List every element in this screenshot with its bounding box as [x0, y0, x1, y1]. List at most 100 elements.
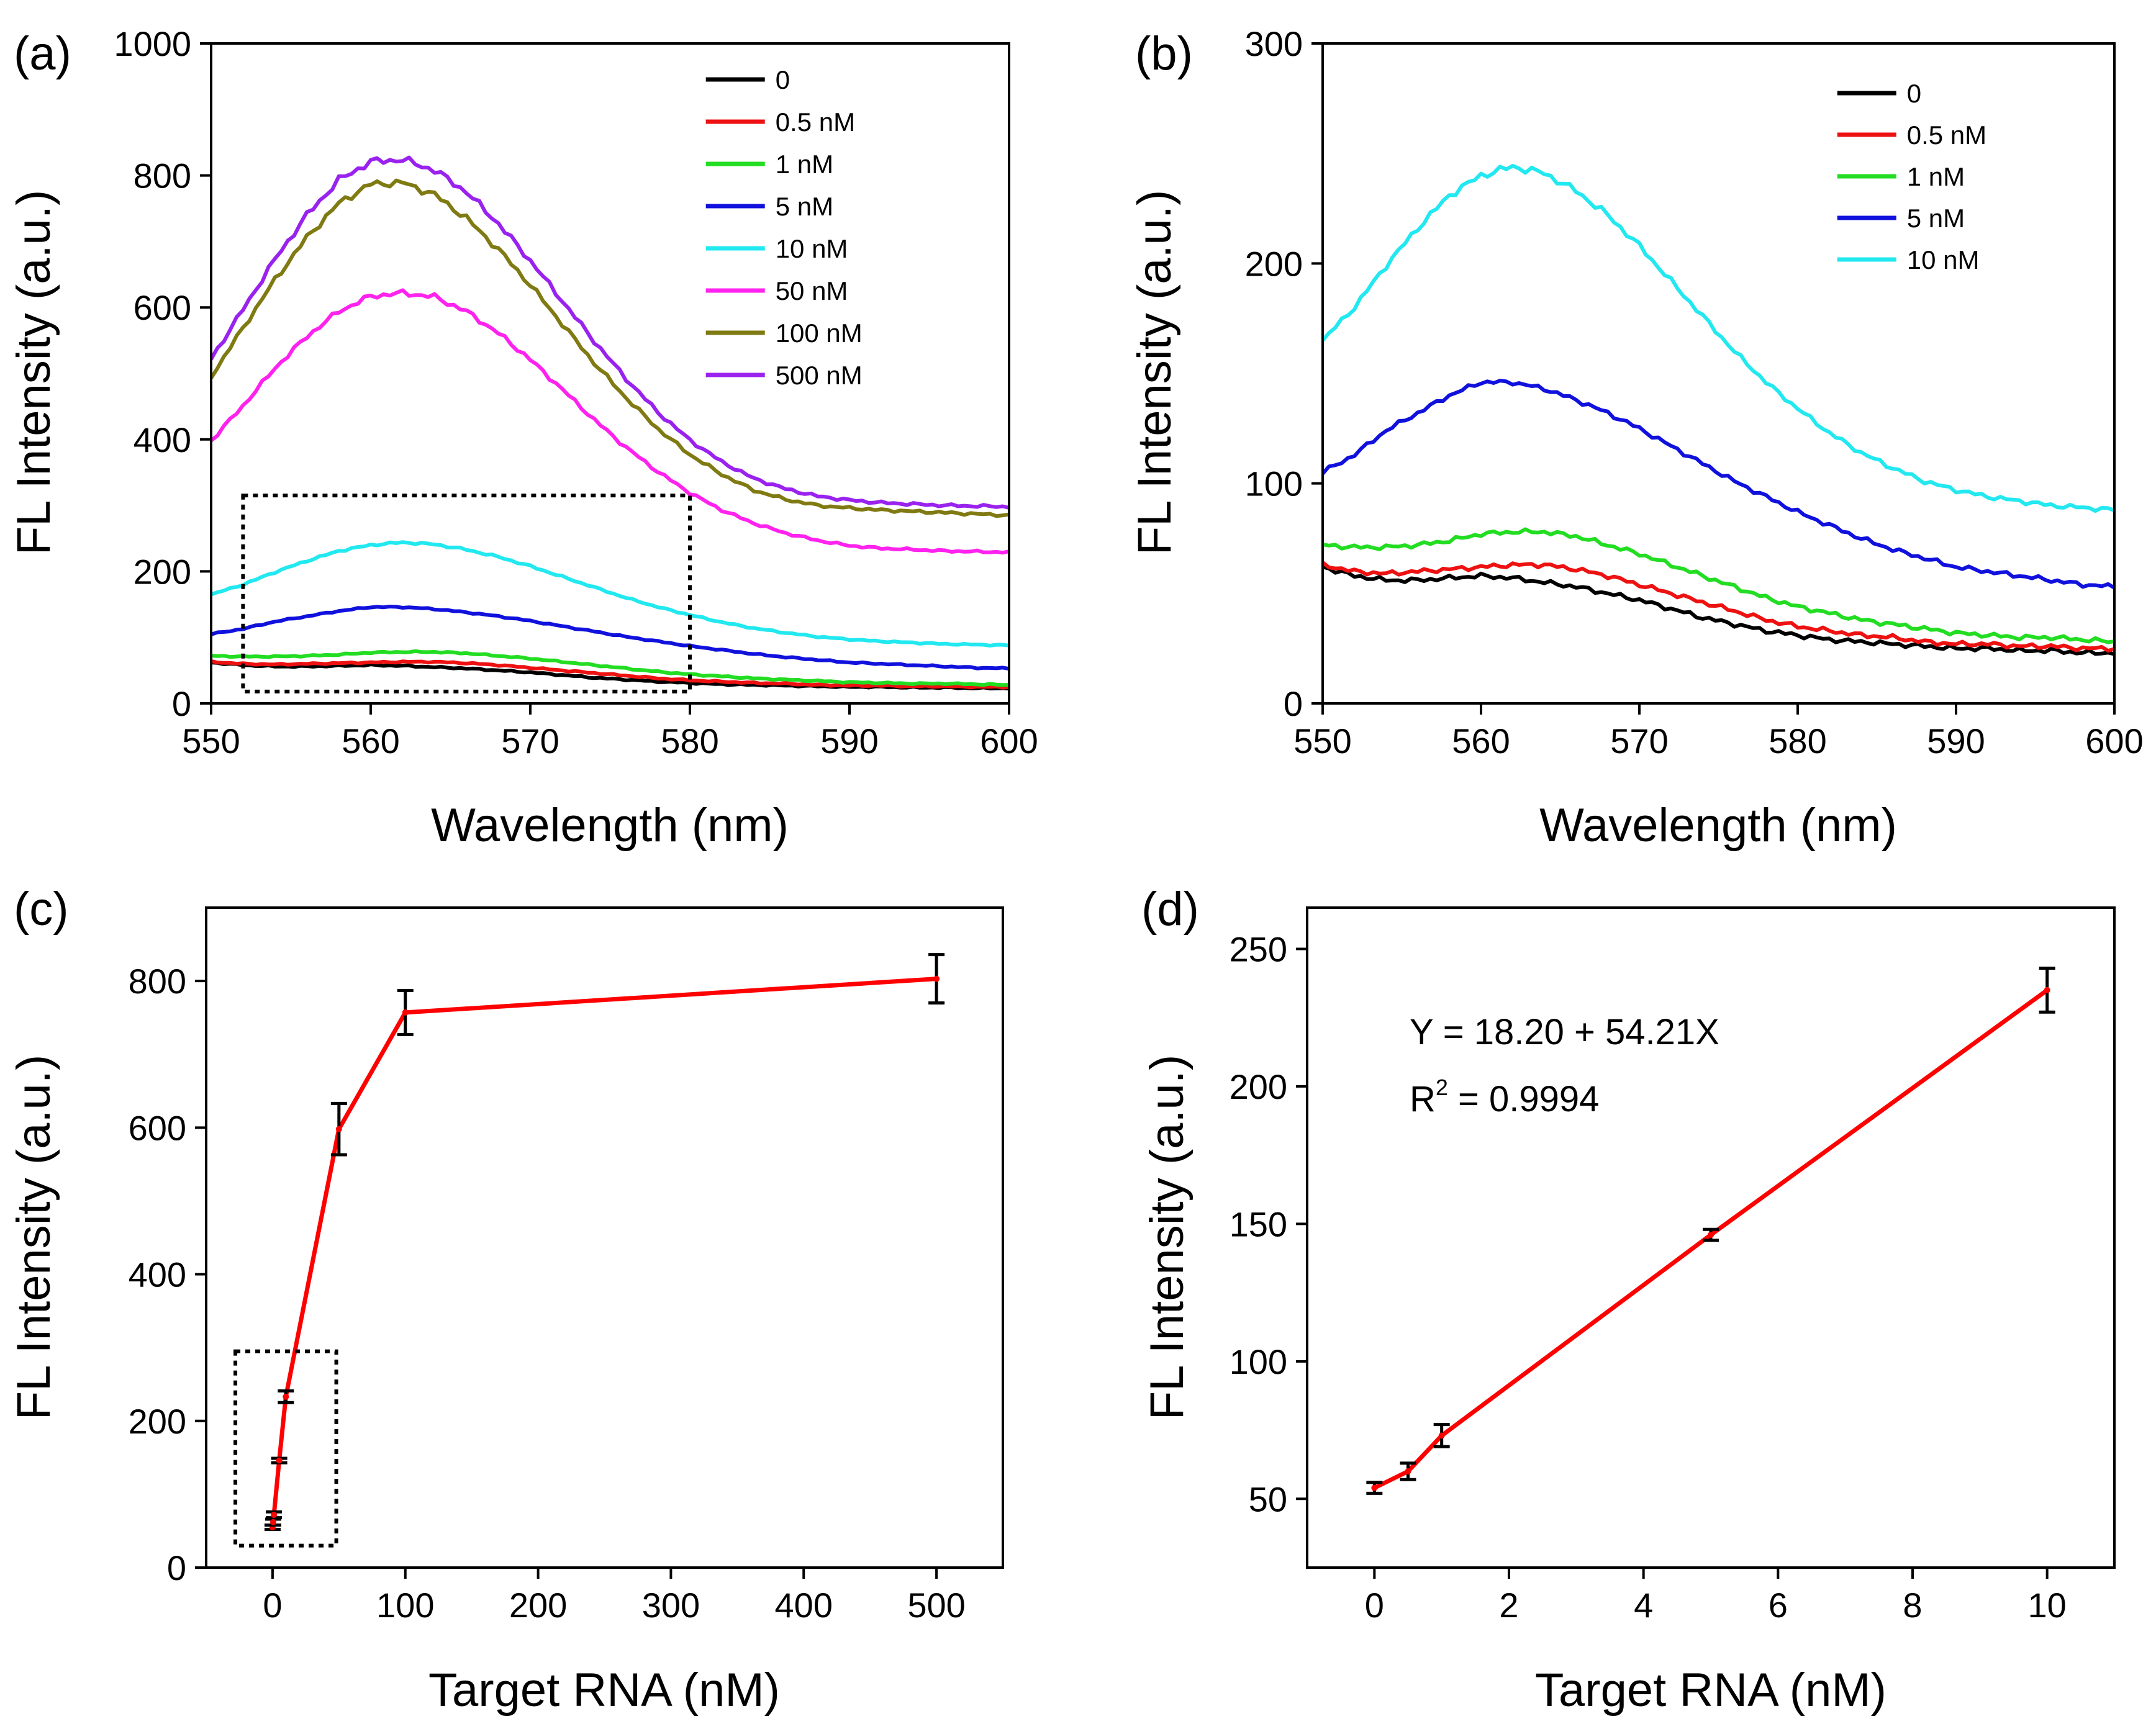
axis-ticks-c: 0 100 200 300 400 500 0 200 400 600 800: [129, 962, 966, 1625]
x-tick-label-d-1: 2: [1499, 1586, 1518, 1625]
data-point-d-4: [2044, 986, 2050, 993]
x-tick-label-a-3: 580: [661, 721, 718, 761]
legend-label-b-4: 10 nM: [1907, 245, 1980, 274]
y-tick-label-a-5: 1000: [114, 24, 191, 63]
panel-label-a: (a): [14, 27, 71, 80]
y-tick-label-a-1: 200: [134, 552, 191, 591]
x-tick-label-b-5: 600: [2085, 721, 2143, 761]
x-tick-label-b-4: 590: [1927, 721, 1985, 761]
x-tick-label-c-2: 200: [509, 1586, 567, 1625]
legend-label-b-1: 0.5 nM: [1907, 120, 1986, 150]
x-tick-label-c-5: 500: [907, 1586, 965, 1625]
legend-label-a-3: 5 nM: [776, 192, 833, 221]
panel-a: (a) 550 560 570 580 590 60002004006008001000 …: [7, 24, 1038, 852]
data-point-d-1: [1405, 1468, 1411, 1474]
legend-label-a-1: 0.5 nM: [776, 107, 855, 137]
data-point-c-7: [933, 975, 940, 982]
y-tick-label-a-2: 400: [134, 420, 191, 459]
series-line-b-2: [1323, 527, 2114, 644]
x-tick-label-d-5: 10: [2028, 1586, 2067, 1625]
fit-equation: Y = 18.20 + 54.21X: [1410, 1012, 1719, 1052]
x-tick-label-a-2: 570: [501, 721, 559, 761]
y-tick-label-c-0: 0: [167, 1548, 186, 1587]
legend-label-b-2: 1 nM: [1907, 162, 1965, 191]
y-tick-label-c-1: 200: [129, 1402, 186, 1441]
legend-label-a-4: 10 nM: [776, 234, 848, 263]
y-tick-label-a-3: 600: [134, 288, 191, 327]
y-tick-label-c-4: 800: [129, 962, 186, 1001]
panel-b: (b) 550 560 570 580 590 600 0 100 200 300 0 0.5 nM…: [1128, 24, 2144, 852]
axes-frame-b: [1321, 42, 2116, 705]
series-line-a-6: [211, 178, 1009, 518]
plot-area-a: [211, 155, 1009, 693]
panel-c: (c) 0 100 200 300 400 500 0 200 400 600 800 Target…: [7, 883, 1004, 1717]
x-axis-label-c: Target RNA (nM): [428, 1664, 780, 1717]
y-tick-label-b-3: 300: [1245, 24, 1303, 63]
axis-ticks-b: 550 560 570 580 590 600 0 100 200 300: [1245, 24, 2144, 761]
y-axis-label-b: FL Intensity (a.u.): [1128, 190, 1181, 556]
panel-label-d: (d): [1141, 883, 1199, 936]
legend-label-a-5: 50 nM: [776, 276, 848, 305]
y-tick-label-d-4: 250: [1230, 929, 1287, 968]
x-tick-label-c-4: 400: [775, 1586, 833, 1625]
y-tick-label-d-0: 50: [1249, 1479, 1287, 1519]
series-line-b-3: [1323, 379, 2114, 590]
y-axis-label-c: FL Intensity (a.u.): [7, 1055, 60, 1420]
series-line-b-4: [1323, 164, 2114, 513]
x-tick-label-b-0: 550: [1293, 721, 1351, 761]
data-point-c-4: [283, 1393, 289, 1400]
x-tick-label-d-4: 8: [1903, 1586, 1922, 1625]
series-group-b: [1323, 164, 2114, 656]
legend-label-a-0: 0: [776, 65, 790, 94]
y-tick-label-c-2: 400: [129, 1255, 186, 1294]
fit-r-squared: R2 = 0.9994: [1410, 1075, 1599, 1119]
panel-label-c: (c): [14, 883, 69, 936]
r-squared-symbol: R: [1410, 1079, 1436, 1119]
zoom-box-a: [241, 494, 692, 693]
data-point-d-3: [1708, 1232, 1714, 1239]
axis-ticks-a: 550 560 570 580 590 600 0 200 400 600 800 1000: [114, 24, 1038, 761]
x-tick-label-c-0: 0: [263, 1586, 282, 1625]
x-tick-label-a-0: 550: [182, 721, 240, 761]
panel-label-b: (b): [1135, 27, 1193, 80]
plot-area-c: [233, 953, 945, 1548]
legend-b: 0 0.5 nM 1 nM 5 nM 10 nM: [1837, 79, 1986, 274]
series-group-a: [211, 155, 1009, 691]
x-tick-label-c-3: 300: [642, 1586, 700, 1625]
y-axis-label-a: FL Intensity (a.u.): [7, 190, 60, 556]
data-point-c-2: [271, 1511, 278, 1518]
x-tick-label-b-3: 580: [1769, 721, 1826, 761]
x-axis-label-a: Wavelength (nm): [431, 799, 789, 852]
series-line-a-5: [211, 288, 1009, 555]
series-line-b-0: [1323, 565, 2114, 656]
series-line-a-2: [211, 649, 1009, 687]
x-tick-label-c-1: 100: [376, 1586, 434, 1625]
axes-frame-c: [205, 906, 1004, 1569]
data-point-d-2: [1438, 1432, 1445, 1439]
y-tick-label-b-2: 200: [1245, 244, 1303, 283]
legend-label-a-2: 1 nM: [776, 150, 833, 179]
x-axis-label-b: Wavelength (nm): [1539, 799, 1897, 852]
x-tick-label-d-3: 6: [1769, 1586, 1788, 1625]
x-tick-label-d-0: 0: [1365, 1586, 1384, 1625]
zoom-box-c: [233, 1349, 338, 1548]
y-tick-label-b-1: 100: [1245, 464, 1303, 503]
r-squared-value: = 0.9994: [1448, 1079, 1600, 1119]
y-tick-label-d-2: 150: [1230, 1204, 1287, 1244]
data-point-c-1: [270, 1519, 276, 1525]
r-squared-superscript: 2: [1436, 1075, 1448, 1100]
x-axis-label-d: Target RNA (nM): [1535, 1664, 1886, 1717]
data-point-c-3: [276, 1457, 283, 1464]
panel-d: (d) 0 2 4 6 8 10 50 100 150 200 250 Y = 18.20 + 54…: [1141, 883, 2116, 1717]
y-tick-label-d-1: 100: [1230, 1342, 1287, 1381]
data-point-c-6: [402, 1009, 409, 1016]
x-tick-label-d-2: 4: [1634, 1586, 1653, 1625]
axes-frame-d: [1306, 906, 2116, 1569]
x-tick-label-b-1: 560: [1452, 721, 1510, 761]
legend-label-a-6: 100 nM: [776, 318, 863, 348]
plot-area-b: [1323, 164, 2114, 656]
legend-label-b-0: 0: [1907, 79, 1921, 108]
y-tick-label-d-3: 200: [1230, 1067, 1287, 1106]
legend-label-b-3: 5 nM: [1907, 204, 1965, 233]
y-tick-label-a-0: 0: [172, 684, 191, 723]
